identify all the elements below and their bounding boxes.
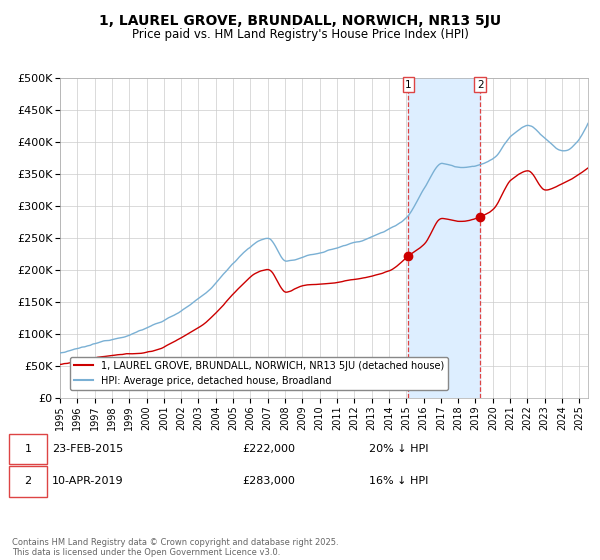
Text: 10-APR-2019: 10-APR-2019 [52, 477, 124, 487]
Legend: 1, LAUREL GROVE, BRUNDALL, NORWICH, NR13 5JU (detached house), HPI: Average pric: 1, LAUREL GROVE, BRUNDALL, NORWICH, NR13… [70, 357, 448, 390]
Text: 16% ↓ HPI: 16% ↓ HPI [369, 477, 428, 487]
FancyBboxPatch shape [9, 466, 47, 497]
Text: 2: 2 [477, 80, 484, 90]
Text: Contains HM Land Registry data © Crown copyright and database right 2025.
This d: Contains HM Land Registry data © Crown c… [12, 538, 338, 557]
Text: 23-FEB-2015: 23-FEB-2015 [52, 444, 124, 454]
Bar [409, 78, 480, 398]
Text: 20% ↓ HPI: 20% ↓ HPI [369, 444, 428, 454]
FancyBboxPatch shape [9, 434, 47, 464]
Text: 1: 1 [405, 80, 412, 90]
Text: £283,000: £283,000 [242, 477, 295, 487]
Text: 1, LAUREL GROVE, BRUNDALL, NORWICH, NR13 5JU: 1, LAUREL GROVE, BRUNDALL, NORWICH, NR13… [99, 14, 501, 28]
Text: 2: 2 [24, 477, 31, 487]
Text: £222,000: £222,000 [242, 444, 295, 454]
Text: 1: 1 [25, 444, 31, 454]
Text: Price paid vs. HM Land Registry's House Price Index (HPI): Price paid vs. HM Land Registry's House … [131, 28, 469, 41]
